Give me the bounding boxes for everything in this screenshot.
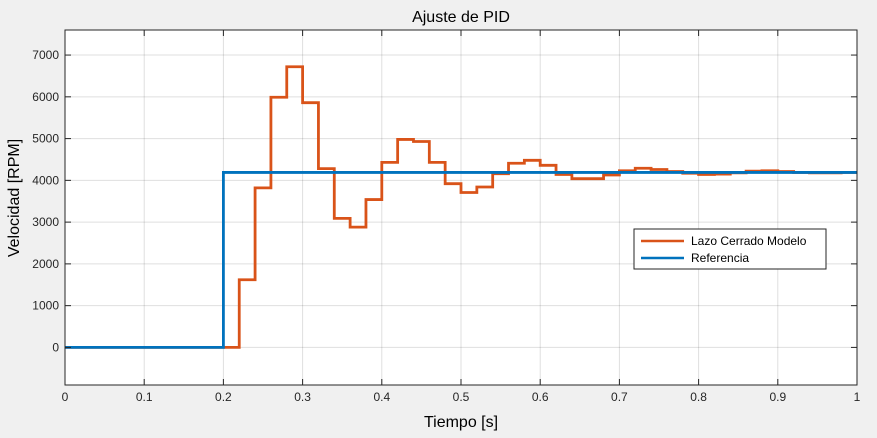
y-tick-label: 2000: [32, 257, 59, 271]
y-tick-label: 4000: [32, 173, 59, 187]
series-line-1: [65, 171, 857, 349]
x-tick-label: 0.4: [373, 390, 390, 404]
x-tick-label: 0.7: [611, 390, 628, 404]
legend[interactable]: Lazo Cerrado Modelo Referencia: [633, 228, 827, 270]
x-axis-label: Tiempo [s]: [424, 414, 498, 431]
legend-label-lazo-cerrado: Lazo Cerrado Modelo: [691, 234, 807, 248]
x-tick-label: 0.9: [769, 390, 786, 404]
y-axis-label: Velocidad [RPM]: [6, 139, 23, 257]
ticks: [64, 30, 858, 385]
x-tick-label: 0.2: [215, 390, 232, 404]
x-tick-label: 1: [854, 390, 861, 404]
y-tick-label: 7000: [32, 48, 59, 62]
x-tick-label: 0.6: [532, 390, 549, 404]
x-tick-label: 0: [62, 390, 69, 404]
y-tick-label: 5000: [32, 132, 59, 146]
series-layer: [65, 65, 857, 349]
chart-title: Ajuste de PID: [412, 9, 510, 26]
y-tick-label: 6000: [32, 90, 59, 104]
x-tick-label: 0.5: [453, 390, 470, 404]
x-tick-label: 0.1: [136, 390, 153, 404]
y-tick-label: 1000: [32, 299, 59, 313]
y-tick-label: 0: [52, 340, 59, 354]
legend-box: [633, 228, 827, 270]
y-tick-label: 3000: [32, 215, 59, 229]
grid: [64, 30, 858, 385]
plot-area: [64, 29, 858, 386]
legend-label-referencia: Referencia: [691, 251, 749, 265]
x-tick-label: 0.8: [690, 390, 707, 404]
tick-labels: 0 0.1 0.2 0.3 0.4 0.5 0.6 0.7 0.8 0.9 1 0 1000 2000 30…: [32, 48, 860, 404]
x-tick-label: 0.3: [294, 390, 311, 404]
axes-background: [65, 30, 857, 385]
